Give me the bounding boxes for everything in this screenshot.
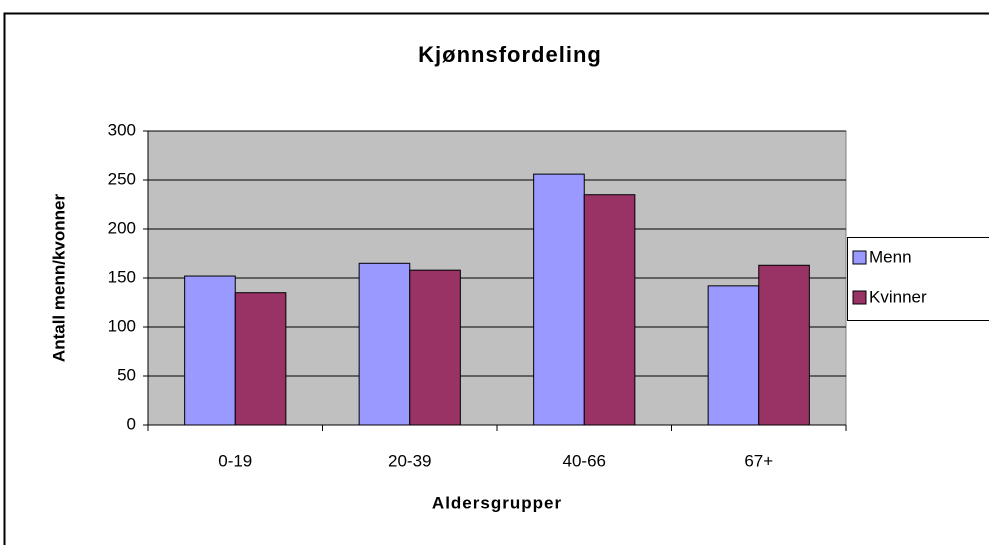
y-tick-label: 150	[108, 267, 136, 286]
x-tick-label: 67+	[744, 451, 773, 470]
x-axis-label: Aldersgrupper	[432, 493, 562, 512]
bar	[358, 262, 411, 426]
bar	[234, 292, 287, 426]
y-tick-label: 200	[108, 218, 136, 237]
x-tick-label: 40-66	[563, 451, 606, 470]
y-tick-label: 100	[108, 316, 136, 335]
x-tick-label: 20-39	[388, 451, 431, 470]
y-tick-label: 0	[127, 414, 136, 433]
legend-swatch	[852, 290, 867, 305]
legend-swatch	[852, 250, 867, 265]
y-tick-label: 250	[108, 169, 136, 188]
bar	[409, 269, 461, 426]
bar	[533, 173, 585, 426]
bar	[583, 194, 636, 426]
bar	[707, 285, 760, 426]
y-tick-label: 300	[108, 120, 136, 139]
legend-label: Menn	[869, 247, 912, 266]
y-axis-label: Antall menn/kvonner	[49, 194, 68, 363]
bar	[758, 264, 810, 426]
x-tick-label: 0-19	[218, 451, 252, 470]
chart-title: Kjønnsfordeling	[418, 42, 602, 67]
y-tick-label: 50	[117, 365, 136, 384]
legend-label: Kvinner	[869, 287, 927, 306]
legend-box	[847, 237, 989, 321]
bar	[184, 275, 236, 426]
